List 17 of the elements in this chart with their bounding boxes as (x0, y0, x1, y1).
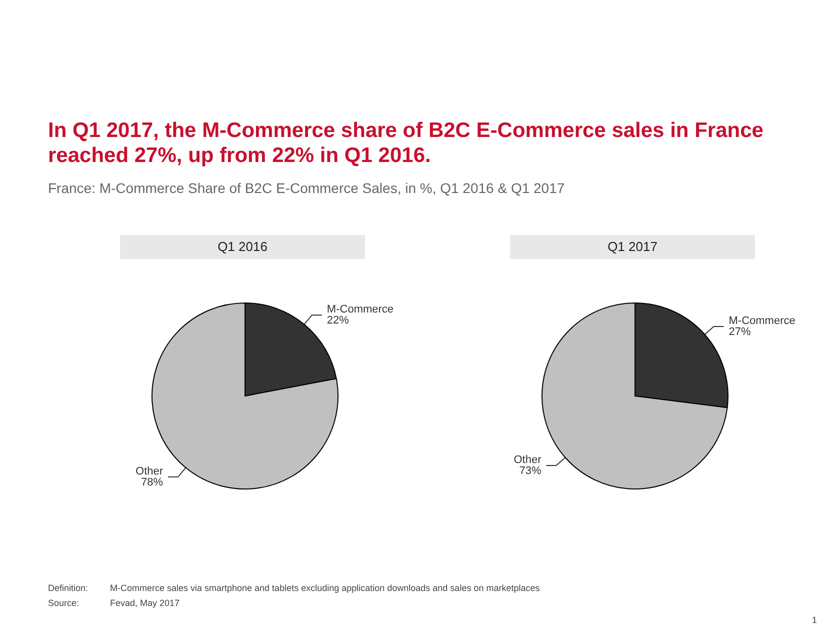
text: In Q1 2017, the M-Commerce share of B2C E-Commerce sales in France reached 27%, up from 22% in Q1 2016. (48, 118, 764, 168)
slice-label: Other (514, 454, 542, 466)
chart-title: Q1 2017 (510, 235, 755, 259)
source-note: Source: (48, 598, 80, 608)
slice-label: M-Commerce (728, 315, 796, 328)
data-label: 73% (519, 464, 542, 477)
text: France: M-Commerce Share of B2C E-Commerce Sales, in %, Q1 2016 & Q1 2017 (48, 180, 565, 196)
data-label: 22% (326, 314, 350, 327)
text: M-Commerce sales via smartphone and tablets excluding application downloads and sales on marketplaces (110, 583, 540, 593)
text: Fevad, May 2017 (110, 598, 180, 608)
text: Definition: (48, 583, 88, 593)
data-label: 27% (728, 326, 751, 338)
text: 1 (812, 615, 818, 625)
chart-title: Q1 2016 (120, 235, 365, 259)
data-label: 78% (141, 476, 164, 488)
slice-label: M-Commerce (326, 304, 394, 316)
slice-label: Other (136, 465, 164, 478)
